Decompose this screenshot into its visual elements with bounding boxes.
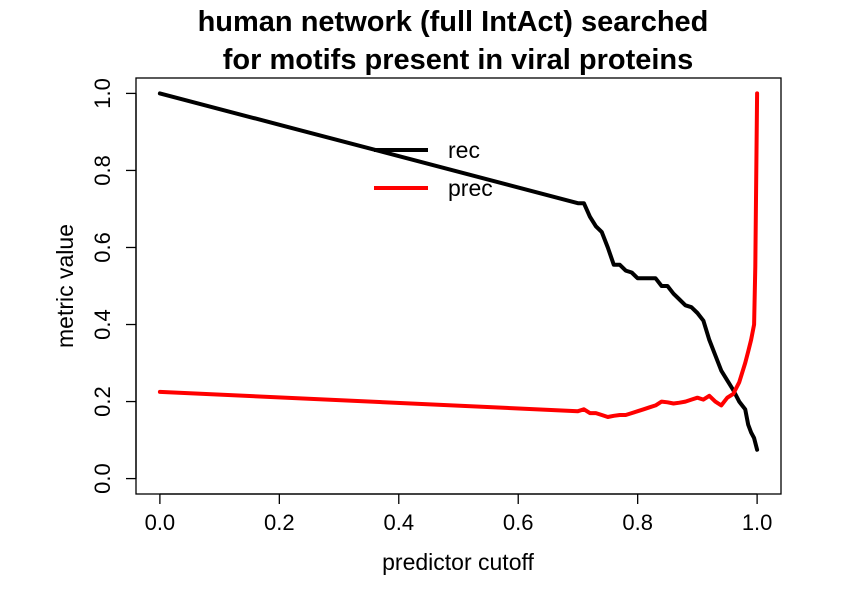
x-tick-label: 0.6 [503,510,534,535]
x-tick-label: 1.0 [742,510,773,535]
y-tick-label: 1.0 [90,78,115,109]
series-line-rec [157,91,760,452]
y-tick-label: 0.8 [90,155,115,186]
y-tick-label: 0.4 [90,309,115,340]
legend: rec prec [374,137,493,201]
x-tick-label: 0.8 [622,510,653,535]
x-tick-label: 0.0 [145,510,176,535]
x-axis-label: predictor cutoff [382,549,534,575]
y-tick-label: 0.6 [90,232,115,263]
x-tick-label: 0.4 [383,510,414,535]
series-layer [157,91,760,452]
y-tick-label: 0.2 [90,386,115,417]
series-line-prec [157,91,760,419]
y-axis-label: metric value [52,224,78,348]
chart-title: human network (full IntAct) searched [198,6,709,38]
chart-subtitle: for motifs present in viral proteins [223,44,694,76]
legend-label-rec: rec [448,137,480,163]
y-tick-label: 0.0 [90,463,115,494]
legend-label-prec: prec [448,175,493,201]
y-axis: 0.0 0.2 0.4 0.6 0.8 1.0 [90,78,137,494]
x-axis: 0.0 0.2 0.4 0.6 0.8 1.0 [145,493,773,535]
x-tick-label: 0.2 [264,510,295,535]
